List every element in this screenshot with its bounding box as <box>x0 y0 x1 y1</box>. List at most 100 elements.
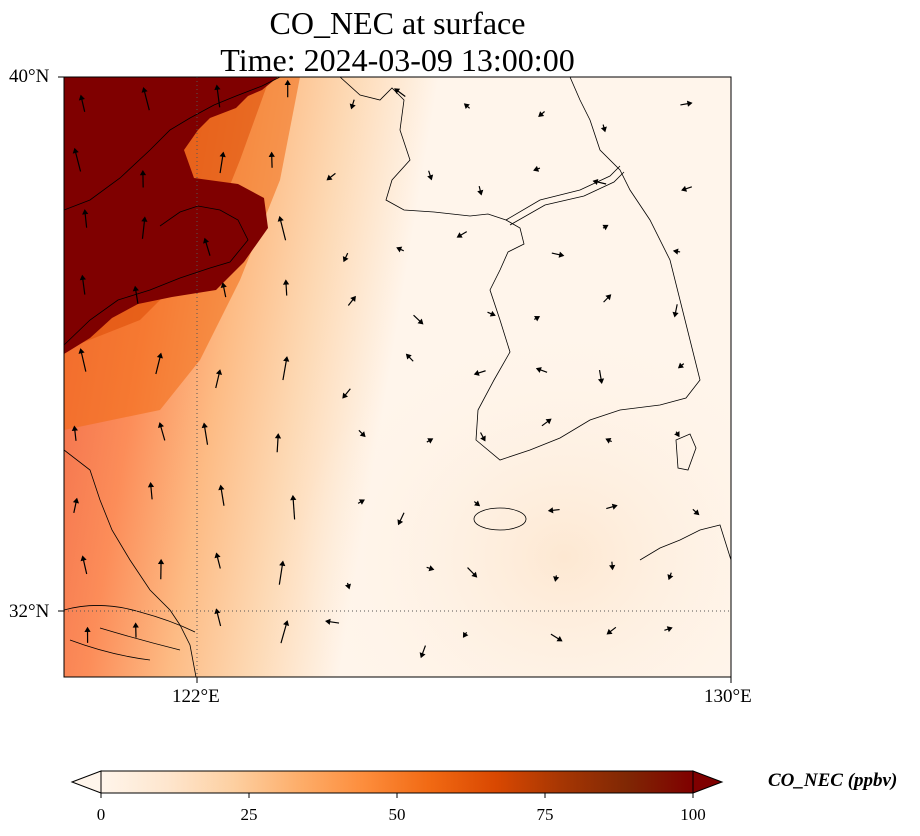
wind-arrow <box>609 561 616 571</box>
wind-arrow <box>426 438 434 444</box>
wind-arrow <box>214 84 221 108</box>
lat-tick-label: 40°N <box>9 66 50 87</box>
wind-arrow <box>78 94 86 112</box>
wind-arrow <box>473 369 486 376</box>
wind-arrow <box>274 433 282 453</box>
wind-arrow <box>533 165 541 172</box>
wind-arrow <box>220 282 227 298</box>
colorbar-tick-label: 0 <box>96 805 106 824</box>
wind-arrow <box>672 304 679 318</box>
high-concentration-region <box>64 77 278 354</box>
colorbar-tick-label: 75 <box>536 805 554 824</box>
wind-arrow <box>603 294 612 303</box>
wind-arrow <box>606 626 617 635</box>
wind-arrow <box>456 231 468 238</box>
wind-arrow <box>405 353 414 362</box>
colorbar-tick-label: 25 <box>240 805 258 824</box>
colorbar-tick-label: 50 <box>388 805 406 824</box>
wind-arrow <box>396 246 404 253</box>
wind-arrow <box>681 185 692 192</box>
wind-arrow <box>218 484 225 506</box>
wind-arrow <box>280 620 290 644</box>
colorbar-label: CO_NEC (ppbv) <box>768 770 898 791</box>
wind-arrow <box>347 295 356 306</box>
lat-tick-label: 32°N <box>9 601 50 622</box>
wind-arrow <box>541 418 552 427</box>
wind-arrow <box>141 216 148 239</box>
wind-arrow <box>534 315 541 322</box>
wind-vectors <box>71 79 700 659</box>
wind-arrow <box>325 618 340 625</box>
wind-arrow <box>605 438 612 444</box>
wind-arrow <box>674 431 680 438</box>
colorbar-tick-label: 100 <box>680 805 706 824</box>
map-frame <box>63 76 732 678</box>
wind-arrow <box>141 87 150 111</box>
wind-arrow <box>600 124 607 133</box>
wind-arrow <box>349 99 356 110</box>
wind-arrow <box>84 626 91 643</box>
map-title: CO_NEC at surface <box>269 5 526 41</box>
wind-arrow <box>672 248 681 255</box>
wind-arrow <box>487 310 496 317</box>
wind-arrow <box>358 429 366 438</box>
wind-arrow <box>357 499 365 505</box>
wind-arrow <box>82 209 89 228</box>
wind-arrow <box>550 633 563 642</box>
wind-arrow <box>214 552 221 569</box>
wind-arrow <box>203 237 211 256</box>
lon-tick-label: 122°E <box>172 686 220 707</box>
wind-arrow <box>677 362 685 369</box>
wind-arrow <box>214 608 222 627</box>
wind-arrow <box>80 555 88 575</box>
wind-arrow <box>344 582 351 590</box>
wind-arrow <box>78 348 87 372</box>
wind-arrow <box>419 645 427 659</box>
lon-tick-label: 130°E <box>704 686 752 707</box>
wind-arrow <box>553 575 560 582</box>
colorbar-max-extend <box>692 770 724 794</box>
wind-arrow <box>157 422 166 441</box>
wind-arrow <box>157 558 165 580</box>
wind-arrow <box>284 79 291 98</box>
wind-arrow <box>592 178 607 186</box>
wind-arrow <box>462 631 469 638</box>
wind-arrow <box>277 215 287 241</box>
wind-arrow <box>278 560 286 585</box>
colorbar-min-extend <box>70 770 102 794</box>
wind-arrow <box>463 103 471 110</box>
wind-arrow <box>394 88 406 97</box>
wind-arrow <box>413 314 424 325</box>
wind-arrow <box>290 494 297 520</box>
wind-arrow <box>602 224 609 231</box>
wind-arrow <box>397 512 405 526</box>
wind-arrow <box>477 186 484 196</box>
wind-arrow <box>72 147 82 172</box>
wind-arrow <box>342 252 349 263</box>
wind-arrow <box>342 388 351 399</box>
coastlines <box>64 77 731 677</box>
wind-arrow <box>692 508 700 516</box>
gridlines <box>64 77 731 677</box>
wind-arrow <box>667 572 674 581</box>
wind-arrow <box>215 369 223 389</box>
wind-arrow <box>467 567 478 578</box>
wind-arrow <box>597 369 605 384</box>
wind-arrow <box>547 507 560 514</box>
wind-arrow <box>79 274 86 295</box>
wind-arrow <box>326 172 336 181</box>
wind-arrow <box>139 170 147 188</box>
wind-arrow <box>282 279 290 296</box>
wind-arrow <box>538 111 545 117</box>
wind-arrow <box>473 500 481 507</box>
wind-arrow <box>201 422 209 445</box>
wind-arrow <box>606 503 618 510</box>
wind-arrow <box>680 100 693 107</box>
wind-arrow <box>147 481 155 500</box>
wind-arrow <box>480 432 486 442</box>
wind-arrow <box>535 367 548 373</box>
wind-arrow <box>132 622 139 638</box>
colorbar-bar <box>100 770 694 794</box>
